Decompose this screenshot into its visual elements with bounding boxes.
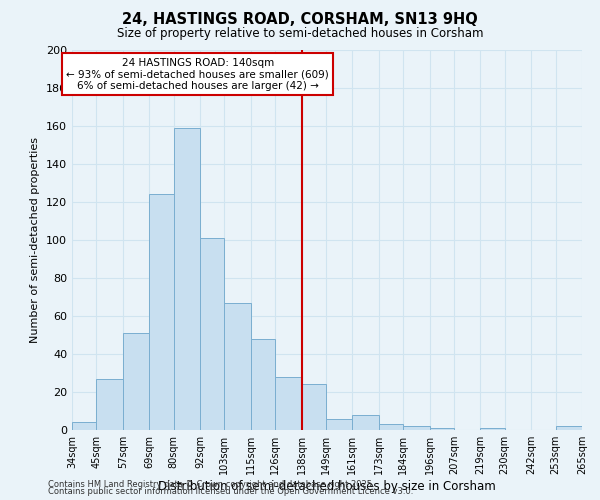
Bar xyxy=(149,194,173,430)
Bar xyxy=(403,426,430,430)
Bar xyxy=(379,424,403,430)
Bar xyxy=(302,384,326,430)
X-axis label: Distribution of semi-detached houses by size in Corsham: Distribution of semi-detached houses by … xyxy=(158,480,496,493)
Text: Contains public sector information licensed under the Open Government Licence v3: Contains public sector information licen… xyxy=(48,487,413,496)
Bar xyxy=(96,378,123,430)
Text: 24, HASTINGS ROAD, CORSHAM, SN13 9HQ: 24, HASTINGS ROAD, CORSHAM, SN13 9HQ xyxy=(122,12,478,28)
Bar xyxy=(481,428,505,430)
Bar xyxy=(430,428,454,430)
Bar xyxy=(251,339,275,430)
Bar xyxy=(556,426,582,430)
Bar xyxy=(352,415,379,430)
Bar xyxy=(173,128,200,430)
Bar xyxy=(123,333,149,430)
Text: Size of property relative to semi-detached houses in Corsham: Size of property relative to semi-detach… xyxy=(117,28,483,40)
Text: 24 HASTINGS ROAD: 140sqm
← 93% of semi-detached houses are smaller (609)
6% of s: 24 HASTINGS ROAD: 140sqm ← 93% of semi-d… xyxy=(67,58,329,91)
Bar xyxy=(275,377,302,430)
Bar xyxy=(224,302,251,430)
Y-axis label: Number of semi-detached properties: Number of semi-detached properties xyxy=(31,137,40,343)
Text: Contains HM Land Registry data © Crown copyright and database right 2025.: Contains HM Land Registry data © Crown c… xyxy=(48,480,374,489)
Bar xyxy=(72,422,96,430)
Bar xyxy=(200,238,224,430)
Bar xyxy=(326,418,352,430)
